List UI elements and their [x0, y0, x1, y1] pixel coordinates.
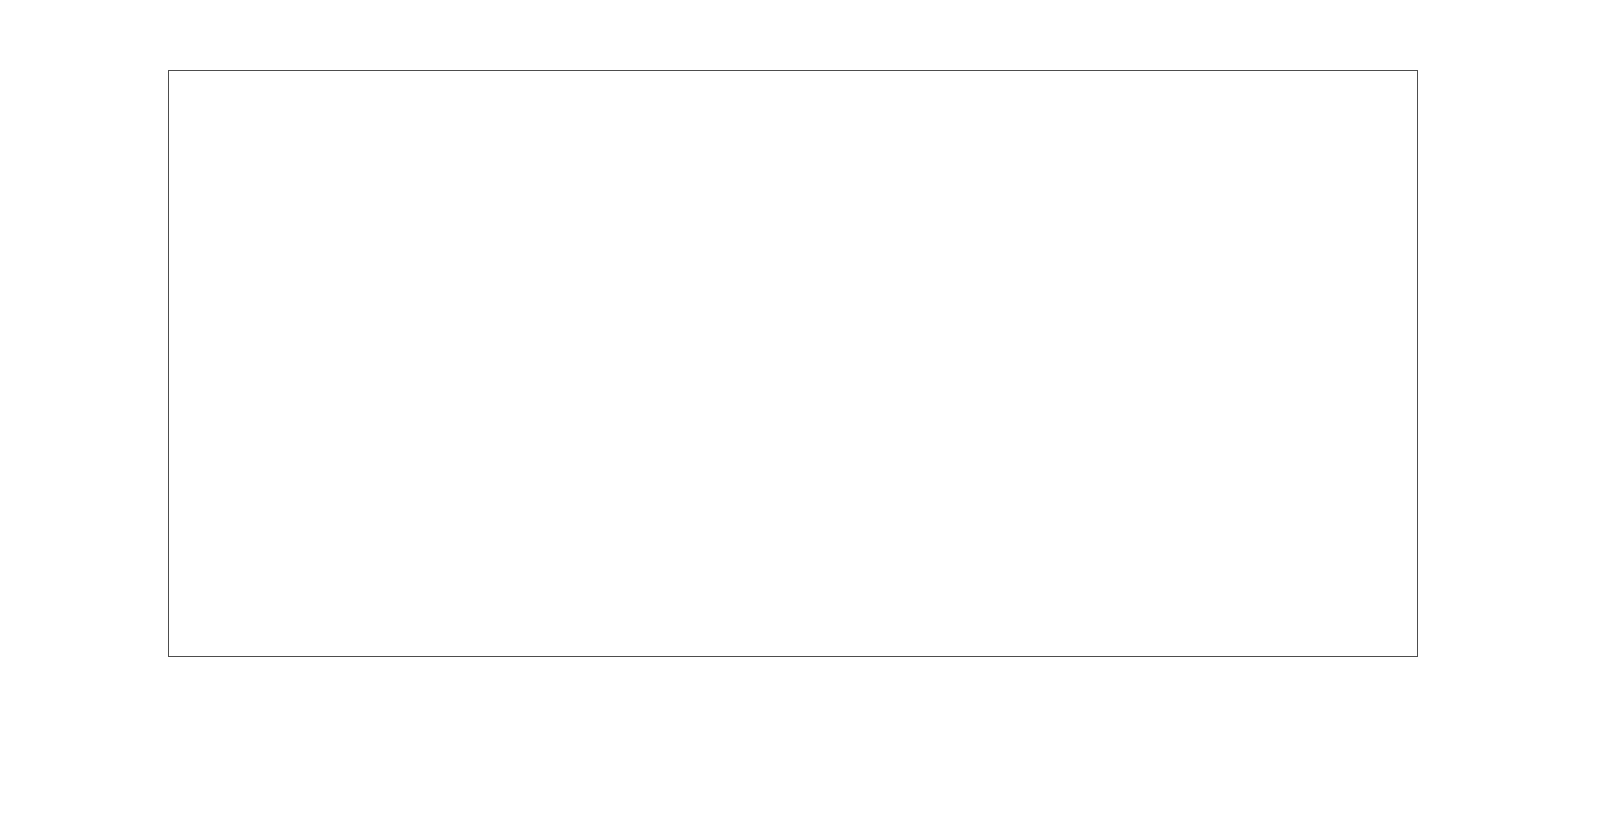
winpc-legend [1434, 205, 1524, 324]
winpc-colorbar [1438, 209, 1462, 321]
timesplayed-legend [1434, 368, 1554, 372]
winpc-colorbar-wrap [1434, 209, 1524, 324]
plot-panel [168, 70, 1418, 657]
x-axis-labels [168, 663, 1418, 813]
y-axis-labels [0, 70, 160, 657]
